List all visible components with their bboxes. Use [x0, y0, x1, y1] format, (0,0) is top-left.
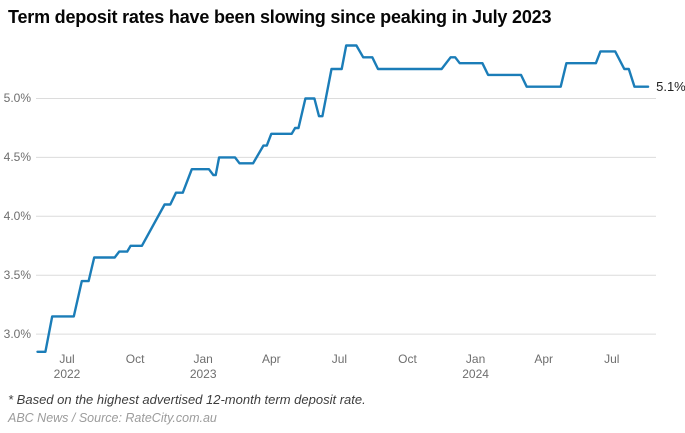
x-tick-month: Apr	[261, 352, 281, 366]
x-tick-month: Jul	[59, 352, 75, 366]
x-tick-year: 2023	[189, 367, 217, 381]
x-tick-label: Jul	[309, 352, 369, 367]
source-attribution: ABC News / Source: RateCity.com.au	[8, 411, 217, 425]
x-tick-month: Apr	[534, 352, 554, 366]
y-tick-label: 3.0%	[3, 326, 31, 341]
y-tick-label: 4.0%	[3, 208, 31, 223]
x-tick-label: Jul 2022	[37, 352, 97, 382]
footnote: * Based on the highest advertised 12-mon…	[8, 392, 366, 407]
page-title: Term deposit rates have been slowing sin…	[8, 7, 552, 27]
end-value-label: 5.1%	[656, 78, 685, 94]
x-tick-month: Oct	[398, 352, 417, 366]
x-tick-month: Jan	[193, 352, 213, 366]
x-tick-label: Jul	[582, 352, 642, 367]
x-tick-month: Jul	[331, 352, 348, 366]
x-tick-label: Oct	[378, 352, 438, 367]
gridlines	[36, 98, 656, 335]
y-tick-label: 4.5%	[3, 149, 31, 164]
x-tick-label: Apr	[514, 352, 574, 367]
y-tick-label: 3.5%	[3, 267, 31, 282]
x-tick-month: Oct	[125, 352, 145, 366]
x-tick-label: Jan 2023	[173, 352, 233, 382]
x-tick-year: 2022	[53, 367, 81, 381]
y-tick-label: 5.0%	[3, 91, 31, 105]
x-tick-label: Jan 2024	[446, 352, 506, 382]
x-tick-label: Apr	[241, 352, 301, 367]
x-tick-year: 2024	[462, 367, 489, 381]
rate-line	[36, 44, 650, 353]
x-tick-label: Oct	[105, 352, 165, 367]
x-tick-month: Jan	[465, 352, 486, 366]
x-tick-month: Jul	[604, 352, 620, 366]
